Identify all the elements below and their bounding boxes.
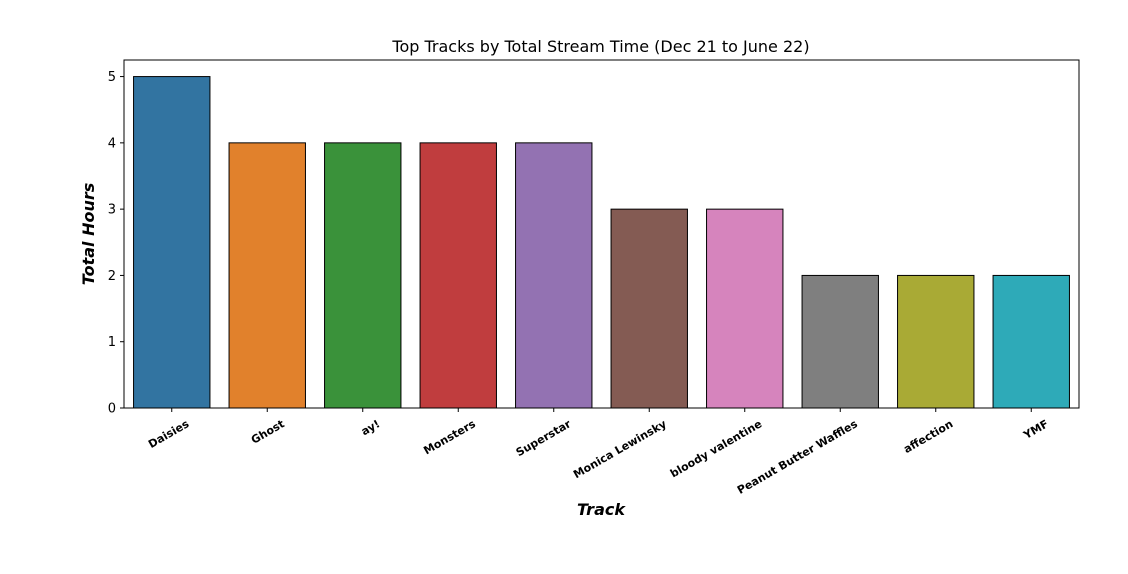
bar-8 — [897, 274, 975, 409]
bar-5 — [610, 208, 688, 409]
bar-1 — [228, 142, 306, 409]
bar-2 — [324, 142, 402, 409]
y-tick-label: 0 — [108, 402, 116, 417]
bar-3 — [419, 142, 497, 409]
x-axis-label: Track — [577, 500, 626, 519]
y-axis-label: Total Hours — [79, 183, 98, 286]
y-axis-ticks: 0 1 2 3 4 5 — [108, 70, 124, 417]
y-tick-label: 1 — [108, 335, 116, 350]
bar-9 — [992, 274, 1070, 409]
bar-7 — [801, 274, 879, 409]
bars-group — [133, 76, 1070, 409]
y-tick-label: 3 — [108, 203, 116, 218]
bar-6 — [706, 208, 784, 409]
y-tick-label: 4 — [108, 136, 116, 151]
chart-title: Top Tracks by Total Stream Time (Dec 21 … — [391, 37, 809, 56]
bar-0 — [133, 76, 211, 409]
y-tick-label: 5 — [108, 70, 116, 85]
bar-4 — [515, 142, 593, 409]
y-tick-label: 2 — [108, 269, 116, 284]
plot-frame — [123, 59, 1080, 409]
